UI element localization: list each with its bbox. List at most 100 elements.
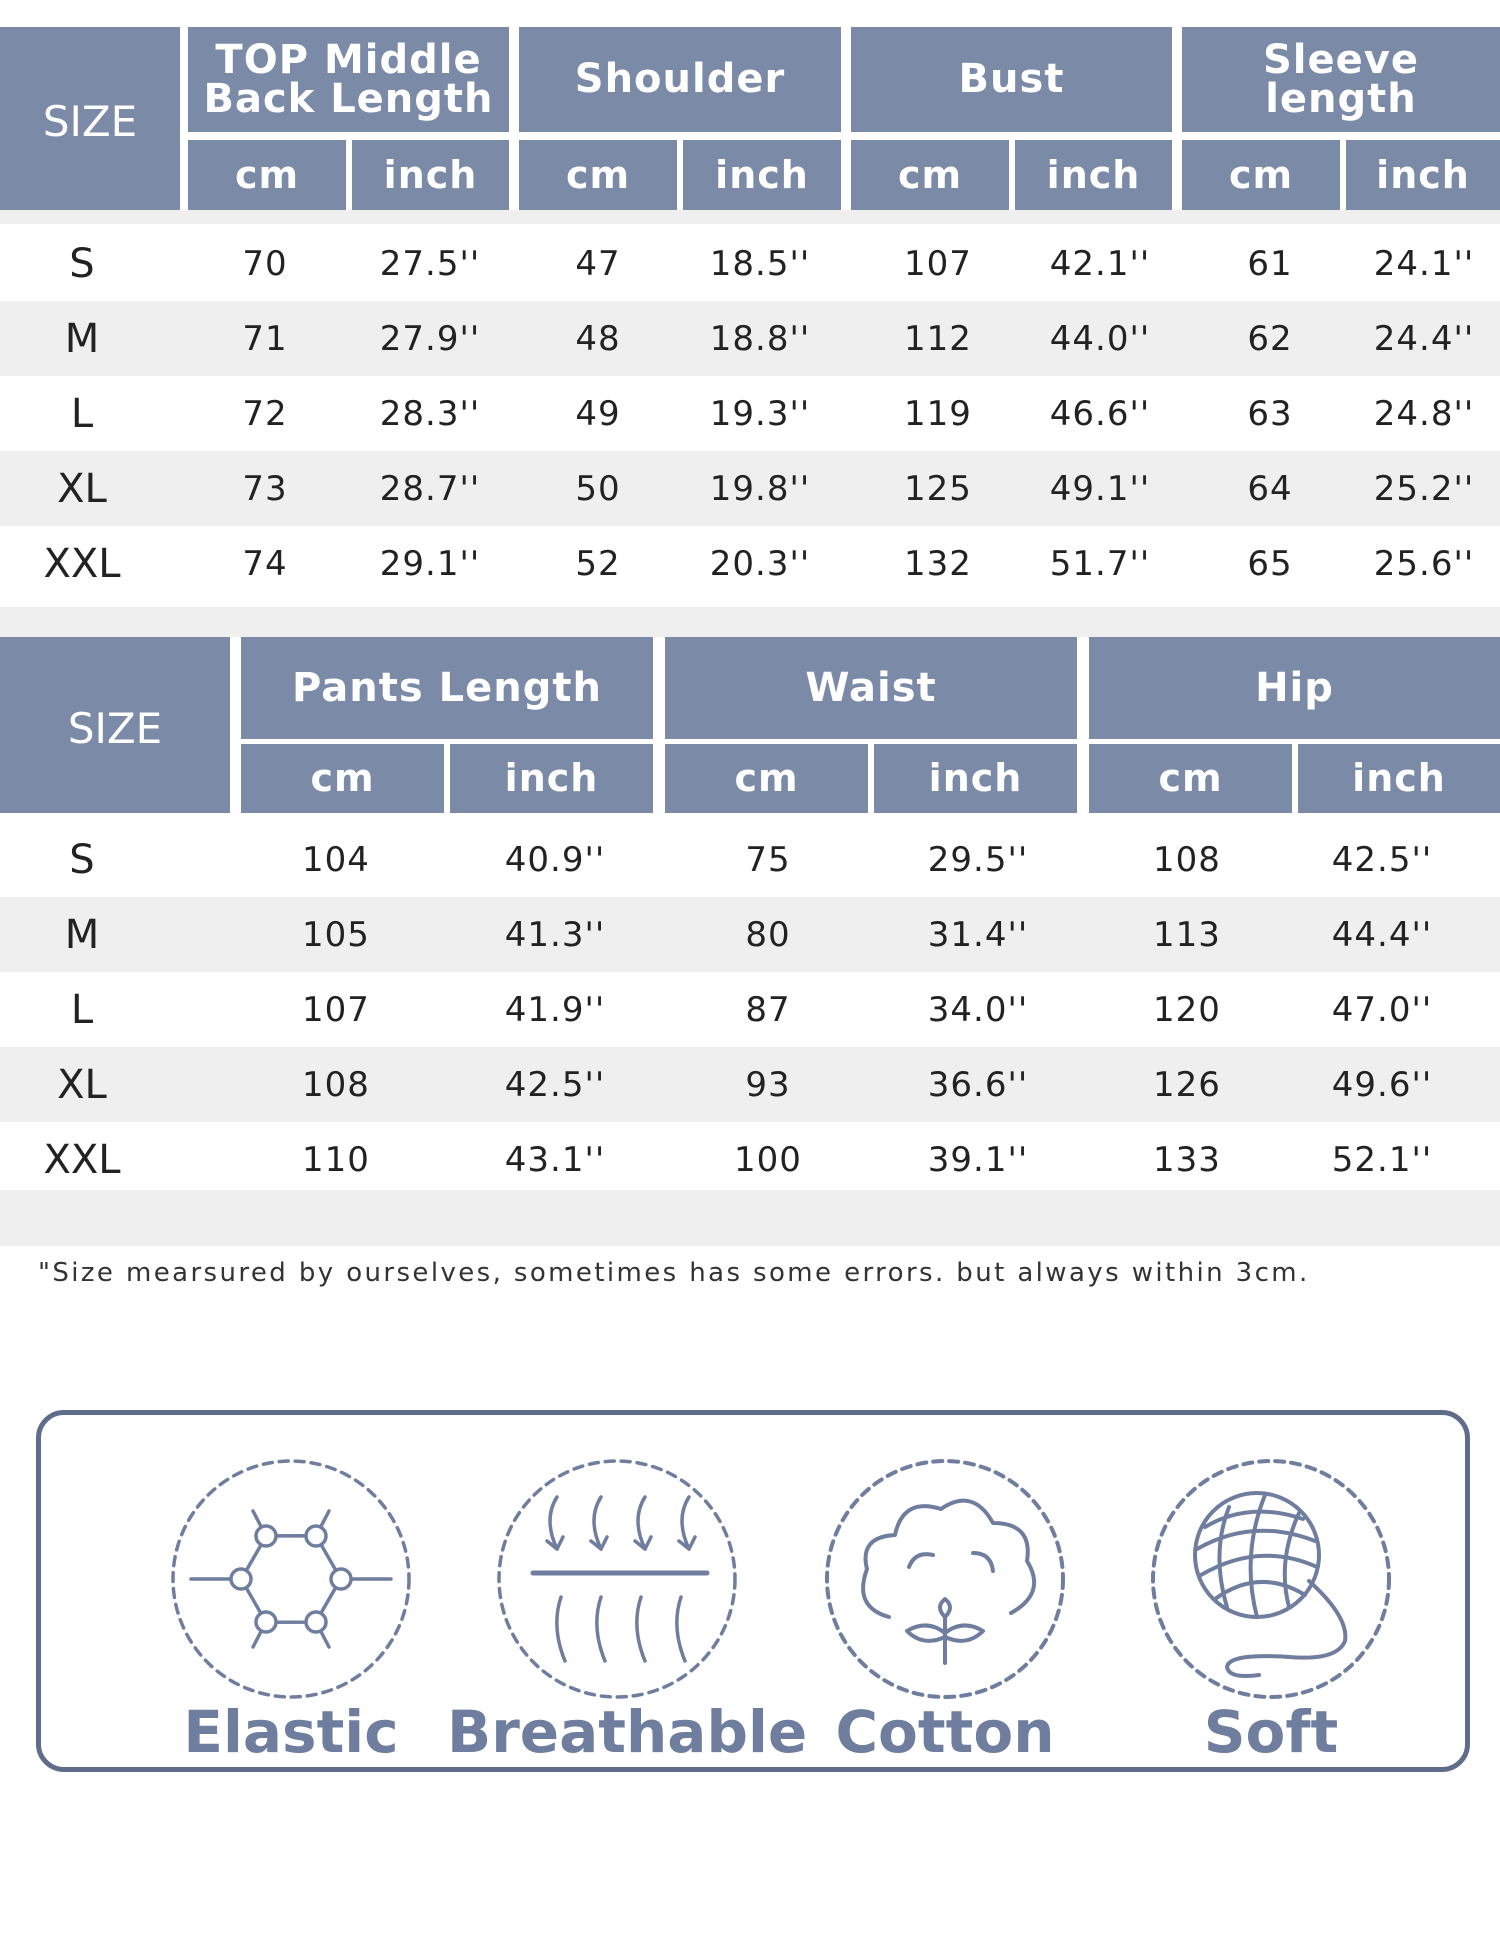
unit-header: inch <box>450 744 653 813</box>
table-row: S 104 40.9'' 75 29.5'' 108 42.5'' <box>0 822 1500 897</box>
unit-header: inch <box>683 140 841 210</box>
measurement-cell: 110 <box>302 1139 370 1180</box>
size-label: M <box>64 911 100 958</box>
measurement-cell: 18.5'' <box>709 243 811 284</box>
top-table-gap-band <box>0 210 1500 224</box>
measurement-cell: 27.5'' <box>379 243 481 284</box>
measurement-cell: 46.6'' <box>1049 393 1151 434</box>
measurement-cell: 42.5'' <box>1331 839 1433 880</box>
measurement-cell: 107 <box>904 243 972 284</box>
measurement-cell: 31.4'' <box>927 914 1029 955</box>
measurement-cell: 24.8'' <box>1373 393 1475 434</box>
measurement-cell: 49 <box>575 393 621 434</box>
size-label: XL <box>57 1061 107 1108</box>
airflow-arrows-icon <box>497 1459 737 1699</box>
feature-label: Breathable <box>447 1698 808 1766</box>
size-label: XXL <box>43 540 121 587</box>
measurement-cell: 63 <box>1247 393 1293 434</box>
feature-label: Soft <box>1203 1698 1339 1766</box>
unit-header: inch <box>1346 140 1500 210</box>
feature-label: Cotton <box>835 1698 1055 1766</box>
measurement-cell: 34.0'' <box>927 989 1029 1030</box>
size-label: L <box>70 986 94 1033</box>
group-header-pants-length: Pants Length <box>241 637 653 739</box>
group-header-line: TOP Middle <box>215 36 482 83</box>
measurement-cell: 74 <box>242 543 288 584</box>
feature-label: Elastic <box>183 1698 399 1766</box>
measurement-cell: 51.7'' <box>1049 543 1151 584</box>
measurement-cell: 80 <box>745 914 791 955</box>
feature-cotton: Cotton <box>775 1415 1115 1777</box>
size-label: S <box>69 836 95 883</box>
measurement-cell: 47 <box>575 243 621 284</box>
yarn-ball-icon <box>1151 1459 1391 1699</box>
measurement-cell: 28.3'' <box>379 393 481 434</box>
bottom-size-header: SIZE <box>0 637 230 813</box>
measurement-cell: 108 <box>1153 839 1221 880</box>
measurement-cell: 49.6'' <box>1331 1064 1433 1105</box>
measurement-cell: 24.4'' <box>1373 318 1475 359</box>
measurement-cell: 28.7'' <box>379 468 481 509</box>
table-row: XL 73 28.7'' 50 19.8'' 125 49.1'' 64 25.2'' <box>0 451 1500 526</box>
measurement-cell: 41.3'' <box>504 914 606 955</box>
measurement-cell: 87 <box>745 989 791 1030</box>
measurement-cell: 65 <box>1247 543 1293 584</box>
measurement-cell: 39.1'' <box>927 1139 1029 1180</box>
table-row: M 71 27.9'' 48 18.8'' 112 44.0'' 62 24.4'' <box>0 301 1500 376</box>
measurement-cell: 72 <box>242 393 288 434</box>
measurement-cell: 18.8'' <box>709 318 811 359</box>
measurement-cell: 64 <box>1247 468 1293 509</box>
measurement-cell: 71 <box>242 318 288 359</box>
measurement-cell: 52.1'' <box>1331 1139 1433 1180</box>
measurement-cell: 47.0'' <box>1331 989 1433 1030</box>
bottom-table-end-band <box>0 1190 1500 1246</box>
feature-soft: Soft <box>1101 1415 1441 1777</box>
group-header-line: length <box>1265 75 1417 122</box>
measurement-cell: 132 <box>904 543 972 584</box>
measurement-cell: 93 <box>745 1064 791 1105</box>
measurement-cell: 49.1'' <box>1049 468 1151 509</box>
measurement-cell: 36.6'' <box>927 1064 1029 1105</box>
measurement-note: "Size mearsured by ourselves, sometimes … <box>38 1258 1310 1288</box>
table-row: L 107 41.9'' 87 34.0'' 120 47.0'' <box>0 972 1500 1047</box>
unit-header: inch <box>1298 744 1500 813</box>
table-row: XXL 110 43.1'' 100 39.1'' 133 52.1'' <box>0 1122 1500 1197</box>
measurement-cell: 75 <box>745 839 791 880</box>
measurement-cell: 42.5'' <box>504 1064 606 1105</box>
measurement-cell: 44.0'' <box>1049 318 1151 359</box>
group-header-bust: Bust <box>851 27 1172 132</box>
measurement-cell: 104 <box>302 839 370 880</box>
table-row: M 105 41.3'' 80 31.4'' 113 44.4'' <box>0 897 1500 972</box>
measurement-cell: 29.1'' <box>379 543 481 584</box>
measurement-cell: 112 <box>904 318 972 359</box>
measurement-cell: 100 <box>734 1139 802 1180</box>
measurement-cell: 42.1'' <box>1049 243 1151 284</box>
cotton-flower-icon <box>825 1459 1065 1699</box>
measurement-cell: 50 <box>575 468 621 509</box>
measurement-cell: 19.3'' <box>709 393 811 434</box>
measurement-cell: 108 <box>302 1064 370 1105</box>
size-label: XL <box>57 465 107 512</box>
between-tables-band <box>0 607 1500 637</box>
unit-header: cm <box>241 744 444 813</box>
table-row: XXL 74 29.1'' 52 20.3'' 132 51.7'' 65 25.6'' <box>0 526 1500 601</box>
measurement-cell: 113 <box>1153 914 1221 955</box>
group-header-line: Back Length <box>203 75 494 122</box>
top-size-header: SIZE <box>0 27 180 210</box>
unit-header: cm <box>1089 744 1292 813</box>
measurement-cell: 61 <box>1247 243 1293 284</box>
measurement-cell: 70 <box>242 243 288 284</box>
measurement-cell: 25.2'' <box>1373 468 1475 509</box>
measurement-cell: 41.9'' <box>504 989 606 1030</box>
measurement-cell: 20.3'' <box>709 543 811 584</box>
measurement-cell: 125 <box>904 468 972 509</box>
table-row: L 72 28.3'' 49 19.3'' 119 46.6'' 63 24.8'' <box>0 376 1500 451</box>
group-header-waist: Waist <box>665 637 1077 739</box>
size-label: M <box>64 315 100 362</box>
feature-elastic: Elastic <box>121 1415 461 1777</box>
measurement-cell: 107 <box>302 989 370 1030</box>
measurement-cell: 62 <box>1247 318 1293 359</box>
unit-header: inch <box>874 744 1077 813</box>
size-label: S <box>69 240 95 287</box>
group-header-hip: Hip <box>1089 637 1500 739</box>
